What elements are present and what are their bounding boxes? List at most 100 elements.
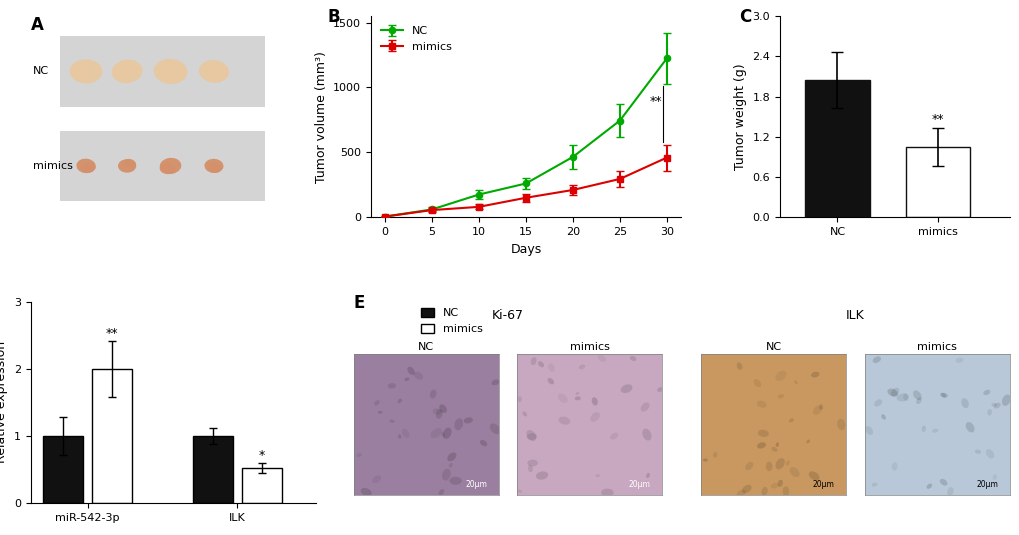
Text: 20μm: 20μm (812, 480, 834, 489)
Ellipse shape (984, 449, 994, 458)
Ellipse shape (547, 363, 554, 372)
Ellipse shape (558, 417, 570, 425)
Ellipse shape (782, 486, 789, 496)
Ellipse shape (656, 387, 663, 392)
Ellipse shape (986, 409, 990, 416)
Ellipse shape (76, 159, 96, 173)
Ellipse shape (574, 396, 580, 400)
Bar (804, 80, 869, 217)
Text: B: B (327, 8, 339, 26)
Text: Ki-67: Ki-67 (491, 309, 524, 322)
X-axis label: Days: Days (510, 242, 541, 256)
Ellipse shape (600, 488, 613, 496)
Ellipse shape (974, 449, 980, 454)
Ellipse shape (940, 393, 946, 398)
Ellipse shape (526, 433, 537, 440)
Ellipse shape (591, 397, 597, 406)
Ellipse shape (757, 430, 768, 437)
Ellipse shape (871, 483, 876, 487)
Ellipse shape (775, 442, 779, 447)
Ellipse shape (207, 163, 221, 173)
Ellipse shape (982, 390, 989, 395)
Ellipse shape (993, 403, 1000, 409)
Ellipse shape (535, 471, 547, 480)
Ellipse shape (430, 428, 441, 438)
Ellipse shape (547, 378, 553, 384)
Ellipse shape (491, 379, 499, 385)
Text: NC: NC (418, 342, 434, 352)
Ellipse shape (770, 483, 777, 488)
Ellipse shape (441, 432, 444, 437)
Text: E: E (354, 294, 365, 312)
Ellipse shape (745, 462, 753, 470)
Ellipse shape (154, 59, 187, 84)
Y-axis label: Relative expression: Relative expression (0, 341, 8, 463)
Text: ILK: ILK (846, 309, 864, 322)
Ellipse shape (162, 64, 185, 82)
Ellipse shape (756, 442, 765, 449)
Ellipse shape (896, 393, 908, 401)
Ellipse shape (526, 430, 536, 441)
Text: NC: NC (33, 66, 49, 77)
Ellipse shape (401, 429, 410, 438)
Text: mimics: mimics (569, 342, 609, 352)
Ellipse shape (397, 434, 400, 439)
Ellipse shape (595, 474, 599, 477)
Ellipse shape (991, 474, 996, 480)
FancyBboxPatch shape (59, 131, 264, 201)
Ellipse shape (590, 412, 599, 422)
Ellipse shape (902, 393, 908, 401)
Legend: NC, mimics: NC, mimics (416, 303, 487, 339)
Y-axis label: Tumor weight (g): Tumor weight (g) (733, 63, 746, 170)
Ellipse shape (389, 419, 394, 423)
Ellipse shape (788, 418, 793, 423)
Ellipse shape (377, 411, 382, 414)
Ellipse shape (361, 488, 371, 496)
Ellipse shape (947, 487, 953, 496)
Ellipse shape (69, 59, 102, 83)
Ellipse shape (116, 60, 139, 77)
Ellipse shape (872, 356, 880, 363)
Bar (905, 147, 969, 217)
Ellipse shape (123, 159, 136, 169)
Ellipse shape (736, 490, 745, 497)
Ellipse shape (736, 362, 742, 370)
Ellipse shape (925, 484, 931, 489)
Ellipse shape (414, 372, 423, 380)
Ellipse shape (640, 402, 649, 411)
Text: A: A (31, 16, 44, 34)
Ellipse shape (527, 460, 537, 467)
Ellipse shape (774, 458, 784, 469)
Ellipse shape (464, 417, 473, 424)
Ellipse shape (880, 414, 886, 419)
Ellipse shape (873, 399, 881, 407)
Ellipse shape (429, 389, 436, 399)
Ellipse shape (522, 411, 527, 416)
Ellipse shape (69, 63, 93, 79)
Ellipse shape (489, 424, 500, 434)
Ellipse shape (990, 403, 996, 407)
Ellipse shape (160, 158, 181, 174)
Ellipse shape (776, 394, 784, 399)
Ellipse shape (387, 383, 395, 388)
Ellipse shape (449, 477, 462, 485)
Ellipse shape (537, 361, 543, 368)
Ellipse shape (776, 480, 783, 487)
Text: 20μm: 20μm (465, 480, 486, 489)
Ellipse shape (806, 440, 809, 444)
Ellipse shape (812, 406, 821, 415)
Ellipse shape (374, 400, 379, 406)
Ellipse shape (575, 392, 579, 395)
Ellipse shape (82, 163, 96, 172)
Ellipse shape (405, 378, 410, 381)
Ellipse shape (765, 462, 771, 471)
Ellipse shape (1001, 394, 1010, 406)
Text: mimics: mimics (916, 342, 956, 352)
Text: **: ** (106, 327, 118, 340)
Ellipse shape (808, 471, 818, 480)
Ellipse shape (557, 393, 568, 403)
Ellipse shape (864, 426, 872, 435)
Ellipse shape (741, 485, 751, 493)
Text: C: C (738, 8, 750, 26)
Ellipse shape (620, 384, 632, 393)
